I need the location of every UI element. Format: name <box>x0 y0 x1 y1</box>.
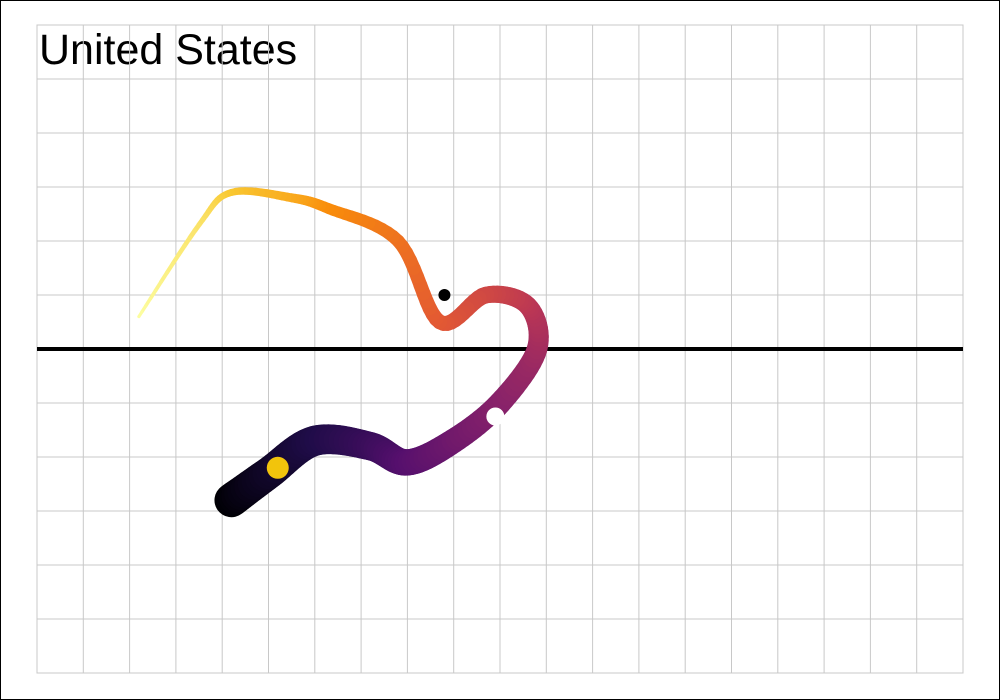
series-trail <box>137 187 549 518</box>
chart-title: United States <box>39 26 298 74</box>
trail-segment <box>137 310 144 319</box>
data-marker <box>486 407 505 426</box>
data-marker <box>266 456 289 479</box>
data-marker <box>438 289 451 301</box>
